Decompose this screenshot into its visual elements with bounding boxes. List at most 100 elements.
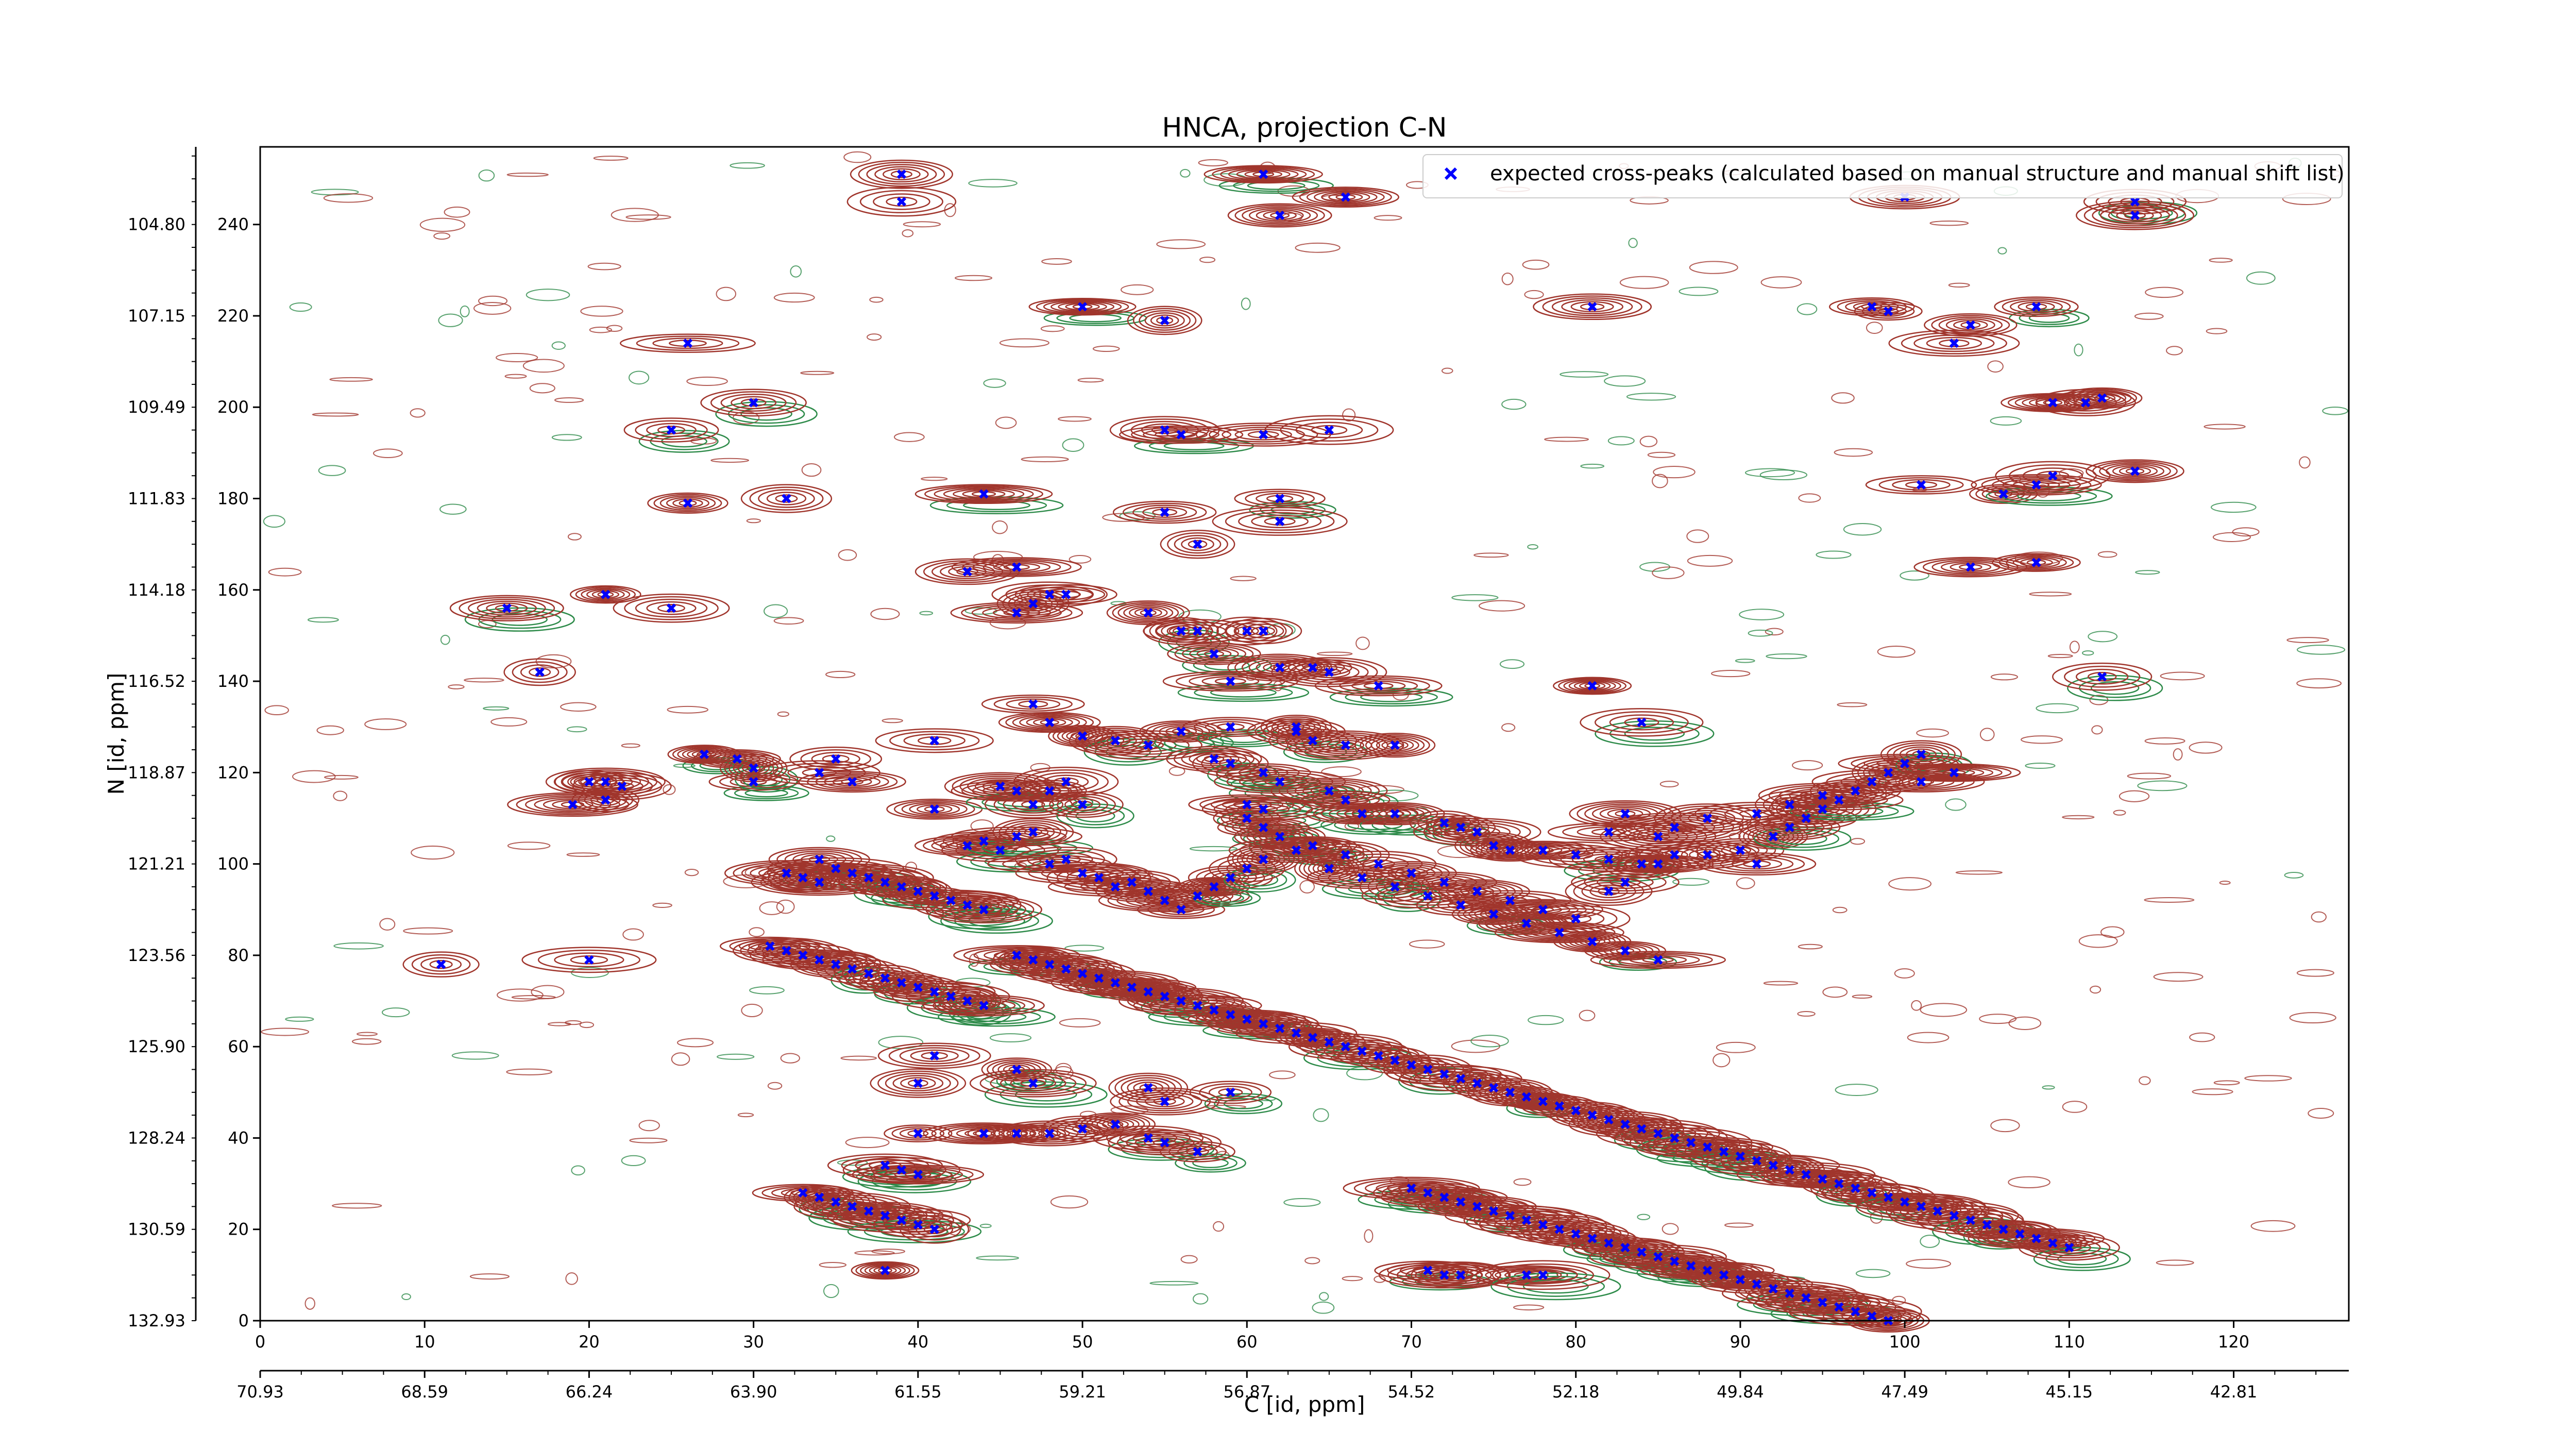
x-axis-label: C [id, ppm] [1244,1392,1365,1417]
positive-contour-ring [1306,189,1385,205]
noise-contour [1797,303,1818,315]
y-ppm-tick-label: 109.49 [128,397,185,417]
peak-contour-group [877,1042,991,1069]
positive-contour-ring [907,1218,961,1241]
noise-contour [323,193,374,203]
expected-peak-marker [1867,1188,1877,1198]
positive-contour-ring [647,492,728,514]
positive-contour-ring [1080,1114,1150,1135]
noise-contour [2166,346,2183,356]
positive-contour-ring [886,798,983,820]
expected-peak-marker [946,896,956,905]
positive-contour-ring [1748,827,1799,847]
expected-peak-marker [1785,822,1794,832]
positive-contour-ring [1025,600,1042,608]
noise-contour [1041,258,1072,265]
legend: expected cross-peaks (calculated based o… [1422,154,2345,198]
noise-contour [1527,544,1538,550]
positive-contour-ring [1379,809,1412,818]
positive-contour-ring [429,959,453,969]
positive-contour-ring [1096,1118,1134,1131]
expected-peak-marker [1341,740,1350,750]
positive-contour-ring [1112,602,1184,624]
positive-contour-ring [1563,679,1621,693]
positive-contour-ring [1167,532,1228,557]
positive-contour-ring [1448,1072,1507,1095]
noise-contour [716,1053,755,1060]
noise-contour [551,341,566,350]
expected-peak-marker [1094,973,1104,983]
positive-contour-ring [1139,310,1191,331]
negative-contour-ring [1056,803,1134,829]
negative-contour-ring [984,1081,1108,1108]
expected-peak-marker [913,1128,923,1138]
expected-peak-marker [913,1220,923,1229]
expected-peak-marker [1143,886,1153,896]
expected-peak-marker [1341,795,1350,805]
legend-marker-icon [1444,167,1458,180]
expected-peak-marker [535,667,545,677]
expected-peak-marker [1127,877,1137,887]
positive-contour-ring [960,997,975,1005]
expected-peak-marker [1160,1138,1170,1148]
positive-contour-ring [1931,560,2010,575]
expected-peak-marker [1160,507,1170,517]
noise-contour [2219,881,2231,885]
expected-peak-marker [2031,558,2041,567]
expected-peak-marker [2064,1243,2074,1253]
positive-contour-ring [2086,459,2184,483]
expected-peak-marker [962,900,972,910]
positive-contour-ring [1312,861,1346,876]
noise-contour [1894,968,1915,979]
expected-peak-marker [2031,480,2041,490]
positive-contour-ring [1314,190,1378,204]
expected-peak-marker [2031,302,2041,312]
noise-contour [1907,1032,1950,1043]
positive-contour-ring [1640,1261,1775,1280]
positive-contour-ring [2078,391,2127,405]
noise-contour [1920,1003,1968,1017]
expected-peak-marker [1308,1033,1318,1042]
noise-contour [1979,728,1995,742]
expected-peak-marker [880,1211,890,1221]
peak-contour-group [1160,1141,1246,1173]
positive-contour-ring [1019,715,1080,729]
positive-contour-ring [1641,1136,1773,1158]
positive-contour-ring [965,904,1003,915]
positive-contour-ring [1251,514,1309,529]
noise-contour [1059,1018,1101,1027]
positive-contour-ring [923,995,1045,1017]
expected-peak-marker [1406,1060,1416,1070]
positive-contour-ring [1204,165,1323,184]
expected-peak-marker [1028,1078,1038,1088]
positive-contour-ring [1292,187,1399,208]
legend-entry-label: expected cross-peaks (calculated based o… [1490,162,2345,186]
expected-peak-marker [1456,1074,1466,1084]
positive-contour-ring [1481,841,1540,859]
positive-contour-ring [1002,591,1064,616]
noise-contour [531,985,565,999]
positive-contour-ring [1694,801,1819,826]
positive-contour-ring [800,749,872,769]
noise-contour [490,717,528,727]
positive-contour-ring [2108,208,2162,223]
positive-contour-ring [931,562,1004,581]
noise-contour [1831,392,1855,404]
noise-contour [2062,815,2095,820]
positive-contour-ring [2089,394,2116,402]
peak-contour-group [1118,425,1255,454]
expected-peak-marker [1735,845,1745,855]
peak-contour-group [996,589,1070,618]
noise-contour [992,520,1008,534]
y-index-tick-label: 160 [217,580,249,600]
positive-contour-ring [921,1052,948,1060]
peak-contour-group [1167,643,1272,676]
noise-contour [1604,375,1646,387]
peak-contour-group [798,771,906,793]
expected-peak-marker [1571,1106,1581,1116]
positive-contour-ring [1127,306,1202,335]
expected-peak-marker [831,754,841,764]
positive-contour-ring [2100,206,2170,225]
positive-contour-ring [824,957,880,981]
expected-peak-marker [1604,827,1614,837]
